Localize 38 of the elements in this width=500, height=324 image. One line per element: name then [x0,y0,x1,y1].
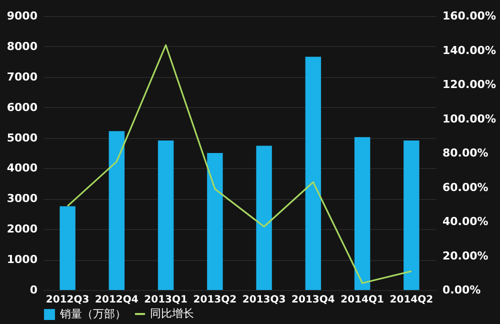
x-tick-label: 2013Q3 [242,294,286,306]
y2-tick-label: 140.00% [442,44,496,57]
y2-tick-label: 100.00% [442,112,496,126]
y-tick-label: 0 [30,284,38,296]
y-tick-label: 5000 [6,131,38,144]
x-tick-label: 2012Q4 [95,294,138,306]
x-tick-label: 2012Q3 [46,294,90,306]
y2-tick-label: 20.00% [442,249,488,262]
y-tick-label: 3000 [6,192,38,206]
bar [305,56,322,290]
y2-tick-label: 40.00% [442,215,488,228]
legend-label: 同比增长 [150,307,194,320]
bar [354,137,370,290]
y-tick-label: 4000 [6,162,38,175]
y2-tick-label: 120.00% [442,78,496,91]
line-series [66,44,412,284]
y-tick-label: 7000 [6,70,38,84]
y2-tick-label: 80.00% [442,146,488,160]
x-tick-label: 2013Q1 [144,294,188,306]
y-tick-label: 2000 [6,222,38,236]
y-tick-label: 1000 [6,253,38,266]
y2-tick-label: 0.00% [442,284,481,296]
bar [60,206,76,290]
bar [404,140,420,290]
y2-tick-label: 60.00% [442,180,488,194]
y-tick-label: 8000 [6,40,38,53]
legend-label: 销量（万部） [59,308,126,320]
bar [108,131,125,290]
x-tick-label: 2014Q1 [340,294,384,306]
y2-tick-label: 160.00% [442,10,496,22]
bar [256,146,272,290]
bar [207,153,223,290]
x-tick-label: 2013Q4 [292,294,335,306]
x-tick-label: 2014Q2 [390,294,434,306]
bar [158,140,174,290]
y-tick-label: 9000 [6,10,38,22]
y-tick-label: 6000 [6,100,38,114]
x-tick-label: 2013Q2 [193,294,237,306]
